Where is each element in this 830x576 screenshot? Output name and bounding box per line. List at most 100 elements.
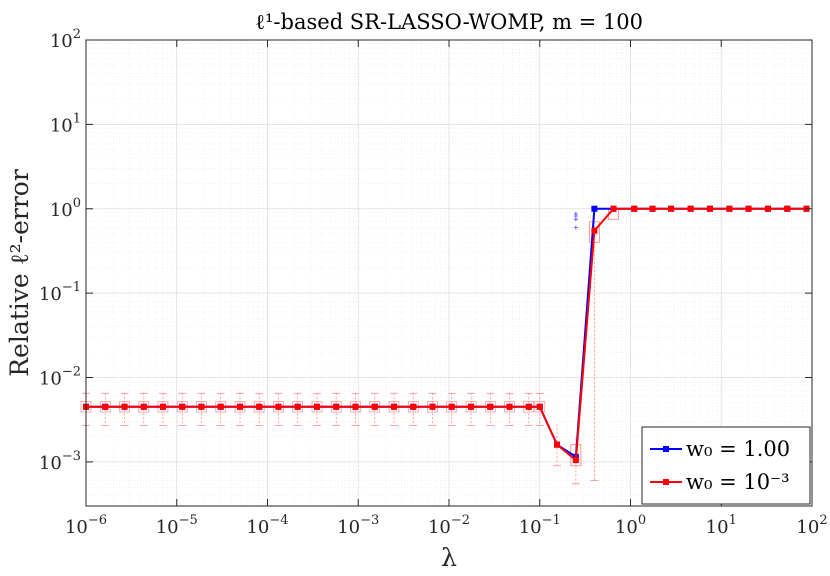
y-tick-label-base: 10 [39,369,62,390]
x-tick-label-base: 10 [428,517,451,538]
data-point [275,403,282,410]
x-tick-label-base: 10 [615,517,638,538]
y-tick-label: 10−1 [39,280,81,305]
x-tick-labels: 10−6 10−5 10−4 10−3 10−2 10−1 100 101 102 [65,513,828,538]
y-tick-label-exponent: 0 [73,196,81,211]
x-tick-label: 10−6 [65,513,107,538]
data-point [256,403,263,410]
y-tick-label: 10−2 [39,365,81,390]
legend-label-series-2: w₀ = 10⁻³ [686,470,790,494]
y-axis-label: Relative ℓ²-error [5,169,34,377]
data-point [554,441,561,448]
data-point [706,205,713,212]
data-point [668,205,675,212]
data-point [102,403,109,410]
x-tick-label: 10−4 [246,513,288,538]
series-layer [83,205,810,464]
x-tick-label-exponent: −4 [269,513,288,528]
data-point [506,403,513,410]
legend-box [641,426,811,505]
x-tick-label-base: 10 [246,517,269,538]
x-axis-label: λ [441,543,457,572]
legend: w₀ = 1.00 w₀ = 10⁻³ [641,426,811,505]
data-point [159,403,166,410]
data-point [294,403,301,410]
y-tick-label-base: 10 [50,115,73,136]
data-point [687,205,694,212]
data-point [313,403,320,410]
x-tick-label-exponent: −3 [360,513,379,528]
y-tick-label-base: 10 [50,200,73,221]
y-tick-label: 102 [50,27,81,52]
x-tick-label: 100 [615,513,646,538]
legend-label-series-1: w₀ = 1.00 [686,437,790,461]
data-point [333,403,340,410]
data-point [140,403,147,410]
legend-marker-series-2 [663,479,669,485]
series-line [86,207,807,463]
x-tick-label-exponent: 1 [729,513,737,528]
y-tick-label: 10−3 [39,449,81,474]
x-tick-label-exponent: 0 [638,513,646,528]
x-tick-label-exponent: 2 [819,513,827,528]
x-tick-label: 10−2 [428,513,470,538]
outlier-marker [573,225,578,230]
data-point [572,457,579,464]
x-tick-label: 101 [706,513,737,538]
data-point [121,403,128,410]
data-point [410,403,417,410]
x-tick-label: 10−3 [337,513,379,538]
data-point [525,403,532,410]
x-tick-label-base: 10 [796,517,819,538]
series-2 [83,205,810,464]
x-tick-label: 10−5 [156,513,198,538]
data-point [764,205,771,212]
data-point [726,205,733,212]
ticks [85,39,813,506]
y-tick-label: 101 [50,111,81,136]
y-tick-label-exponent: −3 [62,449,81,464]
y-tick-label-exponent: −2 [62,365,81,380]
data-point [371,403,378,410]
x-tick-label-base: 10 [337,517,360,538]
data-point [179,403,186,410]
grid [85,39,813,507]
data-point [468,403,475,410]
y-tick-label-exponent: 1 [73,111,81,126]
x-tick-label-base: 10 [65,517,88,538]
data-point [591,227,598,234]
x-tick-label-base: 10 [519,517,542,538]
x-tick-label-exponent: −1 [542,513,561,528]
legend-marker-series-1 [663,446,669,452]
data-point [448,403,455,410]
series-line [86,207,807,459]
data-point [631,205,638,212]
data-point [217,403,224,410]
y-tick-label-base: 10 [50,31,73,52]
x-tick-label: 10−1 [519,513,561,538]
y-tick-label-exponent: −1 [62,280,81,295]
data-point [745,205,752,212]
data-point [487,403,494,410]
x-tick-label-base: 10 [706,517,729,538]
x-tick-label-exponent: −5 [179,513,198,528]
x-tick-label-exponent: −6 [88,513,107,528]
data-point [591,205,598,212]
data-point [536,403,543,410]
data-point [237,403,244,410]
data-point [649,205,656,212]
data-point [352,403,359,410]
x-tick-label-exponent: −2 [451,513,470,528]
y-tick-label-exponent: 2 [73,27,81,42]
y-tick-label-base: 10 [39,453,62,474]
data-point [784,205,791,212]
y-tick-label-base: 10 [39,284,62,305]
x-tick-label: 102 [796,513,827,538]
data-point [391,403,398,410]
data-point [610,205,617,212]
y-tick-label: 100 [50,196,81,221]
x-tick-label-base: 10 [156,517,179,538]
outlier-marker [573,211,578,216]
